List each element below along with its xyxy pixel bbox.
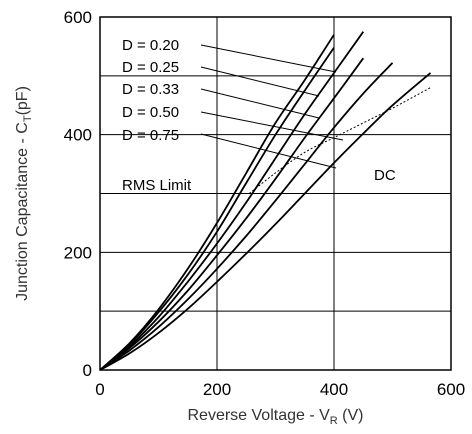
- leader-line: [200, 111, 344, 141]
- y-axis-label-unit: (pF): [14, 86, 31, 115]
- curves: [99, 31, 432, 371]
- y-axis-label: Junction Capacitance - CT(pF): [14, 86, 34, 301]
- series-dc: [99, 72, 432, 371]
- label-d-0-75: D = 0.75: [122, 127, 179, 144]
- x-tick-label: 0: [95, 380, 104, 399]
- x-axis-label-main: Reverse Voltage - V: [187, 407, 330, 424]
- label-d-0-20: D = 0.20: [122, 37, 179, 54]
- leader-line: [200, 66, 320, 97]
- y-tick-label: 0: [83, 361, 92, 380]
- label-d-0-50: D = 0.50: [122, 104, 179, 121]
- series-d-0-75: [99, 62, 394, 371]
- y-tick-label: 400: [64, 126, 92, 145]
- leader-line: [200, 133, 337, 169]
- x-tick-label: 600: [437, 380, 465, 399]
- series-d-0-50: [99, 57, 365, 371]
- x-axis-label-unit: (V): [338, 407, 364, 424]
- label-rms-limit: RMS Limit: [122, 177, 192, 194]
- label-d-0-25: D = 0.25: [122, 59, 179, 76]
- x-axis-label: Reverse Voltage - VR (V): [187, 407, 363, 427]
- label-d-0-33: D = 0.33: [122, 81, 179, 98]
- tick-labels: 0 200 400 600 0 200 400 600: [64, 8, 466, 399]
- leader-lines: [200, 44, 344, 169]
- plot-frame: [99, 16, 452, 371]
- leader-line: [200, 88, 320, 119]
- x-tick-label: 400: [320, 380, 348, 399]
- x-axis-label-sub: R: [330, 415, 338, 427]
- series-rms-limit: [248, 87, 431, 194]
- x-tick-label: 200: [203, 380, 231, 399]
- y-tick-label: 200: [64, 243, 92, 262]
- y-axis-label-main: Junction Capacitance - C: [14, 122, 31, 301]
- series-d-0-20: [99, 34, 335, 371]
- leader-line: [200, 44, 337, 73]
- label-dc: DC: [374, 167, 396, 184]
- y-axis-label-sub: T: [22, 115, 34, 122]
- series-d-0-33: [99, 31, 365, 371]
- series-d-0-25: [99, 47, 335, 371]
- y-tick-label: 600: [64, 8, 92, 27]
